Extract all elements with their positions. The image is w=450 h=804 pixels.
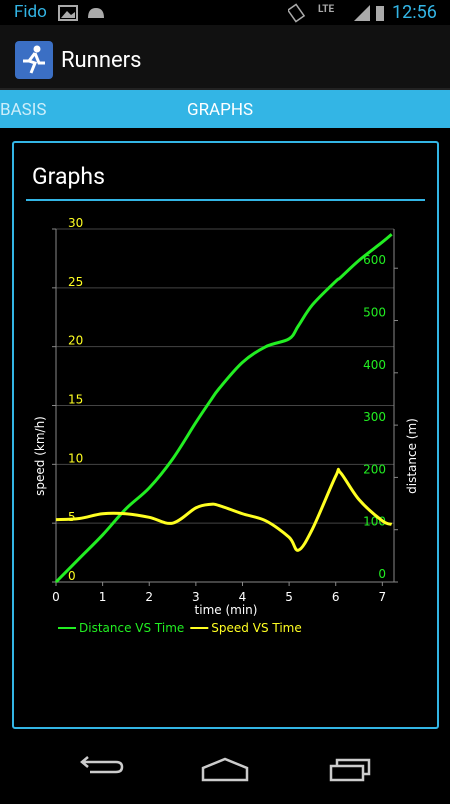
legend-label: Distance VS Time — [79, 621, 184, 635]
y2-tick-label: 0 — [378, 567, 386, 581]
carrier: Fido — [14, 2, 47, 22]
card: Graphs — [12, 141, 439, 729]
divider — [26, 199, 425, 201]
x-tick-label: 7 — [379, 590, 387, 604]
x-tick-label: 6 — [332, 590, 340, 604]
x-axis-label: time (min) — [195, 603, 258, 617]
legend-label: Speed VS Time — [211, 621, 301, 635]
status-bar: Fido LTE 12:56 — [0, 0, 450, 25]
app-title: Runners — [61, 48, 142, 73]
network-type: LTE — [318, 4, 335, 15]
y2-tick-label: 600 — [363, 253, 386, 267]
nav-buttons — [80, 756, 371, 782]
line-series — [55, 467, 393, 552]
tab[interactable]: BASIS — [0, 100, 47, 120]
x-tick-label: 3 — [192, 590, 200, 604]
navigation-bar — [0, 740, 450, 800]
y2-axis-label: distance (m) — [405, 418, 419, 494]
y-tick-label: 0 — [68, 569, 76, 583]
x-tick-label: 1 — [99, 590, 107, 604]
notification-icons — [58, 5, 104, 21]
y2-tick-label: 200 — [363, 462, 386, 476]
home-button[interactable] — [201, 757, 249, 782]
tab-selected[interactable]: GRAPHS — [187, 100, 254, 120]
y-axis-label: speed (km/h) — [33, 416, 47, 496]
system-icons — [288, 3, 384, 23]
y-tick-label: 10 — [68, 451, 83, 465]
y-tick-label: 25 — [68, 275, 83, 289]
x-tick-label: 2 — [145, 590, 153, 604]
recents-button[interactable] — [329, 758, 371, 782]
y-tick-label: 20 — [68, 334, 83, 348]
y-tick-label: 15 — [68, 393, 83, 407]
back-button[interactable] — [80, 756, 124, 774]
line-series — [54, 233, 393, 584]
tab-bar: BASIS GRAPHS — [0, 90, 450, 128]
chart: speed (km/h) distance (m) time (min) 0 5 1… — [33, 216, 419, 635]
card-title: Graphs — [32, 163, 105, 190]
action-bar: Runners — [0, 25, 450, 90]
x-tick-label: 4 — [239, 590, 247, 604]
y2-tick-label: 500 — [363, 306, 386, 320]
y2-tick-label: 300 — [363, 410, 386, 424]
x-tick-label: 5 — [285, 590, 293, 604]
app-icon[interactable] — [15, 41, 53, 79]
y-tick-label: 30 — [68, 216, 83, 230]
x-tick-label: 0 — [52, 590, 60, 604]
y2-tick-label: 400 — [363, 358, 386, 372]
clock: 12:56 — [392, 2, 437, 23]
y-tick-label: 5 — [68, 510, 76, 524]
